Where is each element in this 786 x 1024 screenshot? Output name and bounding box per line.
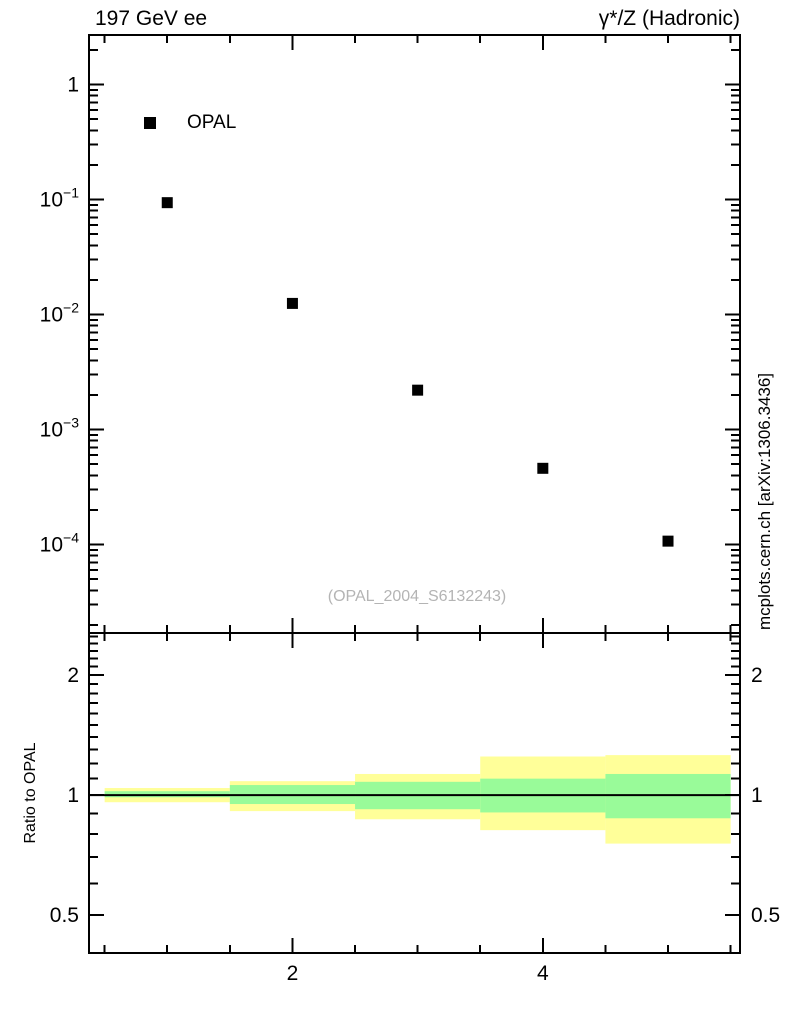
plot-title-process: γ*/Z (Hadronic) xyxy=(598,7,740,30)
data-point-marker xyxy=(662,535,674,547)
data-point-marker xyxy=(537,462,549,474)
plot-title-energy: 197 GeV ee xyxy=(95,7,208,30)
axis-tick-labels: 2 4 1 10−1 10−2 10−3 10−4 0.5 0.5 1 1 2 2 xyxy=(40,74,781,985)
legend-label: OPAL xyxy=(187,112,237,133)
panel-frames xyxy=(88,34,741,954)
credit-vertical-text: mcplots.cern.ch [arXiv:1306.3436] xyxy=(755,373,774,630)
ratio-panel-frame xyxy=(88,632,741,954)
y-tick-label: 10−3 xyxy=(40,415,80,442)
axis-ticks xyxy=(89,35,740,953)
ratio-tick-label-right: 1 xyxy=(751,784,763,807)
y-tick-label: 1 xyxy=(67,74,79,97)
ratio-tick-label-left: 0.5 xyxy=(50,904,79,927)
legend-marker-square-icon xyxy=(144,117,156,129)
data-points xyxy=(161,197,674,547)
y-tick-label: 10−2 xyxy=(40,300,80,327)
analysis-watermark: (OPAL_2004_S6132243) xyxy=(327,588,507,605)
ratio-tick-label-right: 2 xyxy=(751,664,763,687)
data-point-marker xyxy=(286,297,298,309)
y-tick-label: 10−4 xyxy=(40,530,80,557)
x-tick-label: 2 xyxy=(287,962,299,985)
x-tick-label: 4 xyxy=(537,962,549,985)
ratio-y-axis-label: Ratio to OPAL xyxy=(22,742,39,843)
ratio-tick-label-left: 2 xyxy=(67,664,79,687)
ratio-uncertainty-bands xyxy=(104,755,731,844)
ratio-tick-label-left: 1 xyxy=(67,784,79,807)
ratio-tick-label-right: 0.5 xyxy=(751,904,780,927)
data-point-marker xyxy=(161,197,173,209)
y-tick-label: 10−1 xyxy=(40,185,80,212)
data-point-marker xyxy=(412,384,424,396)
